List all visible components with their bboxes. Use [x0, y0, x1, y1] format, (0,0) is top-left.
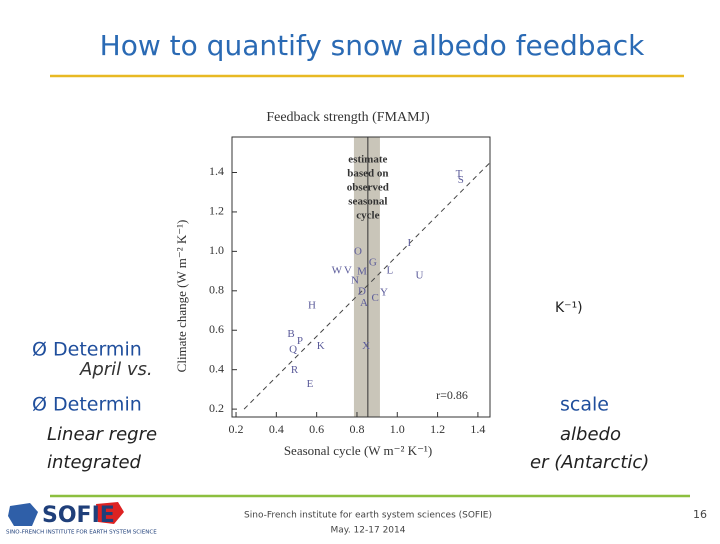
point: T [456, 168, 463, 180]
point: L [386, 265, 393, 277]
point: X [362, 340, 370, 352]
point: S [458, 174, 464, 186]
point: D [358, 285, 366, 297]
slide-title: How to quantify snow albedo feedback [100, 29, 645, 62]
point: E [307, 378, 314, 390]
x-tick-label: 1.4 [470, 422, 485, 436]
body-fragment: Linear regre [47, 424, 157, 445]
point: A [360, 297, 368, 309]
point: R [291, 364, 299, 376]
observed-band [353, 137, 380, 417]
x-tick-label: 0.6 [309, 422, 324, 436]
annotation: observed [347, 182, 389, 194]
point: V [344, 265, 352, 277]
point: I [408, 237, 412, 249]
r-label: r=0.86 [436, 388, 468, 402]
body-fragment: integrated [47, 452, 142, 473]
point: O [354, 245, 362, 257]
annotation: estimate [348, 154, 387, 166]
point: K [317, 340, 325, 352]
point: C [371, 292, 378, 304]
y-tick-label: 1.4 [209, 164, 224, 178]
body-fragment: albedo [560, 424, 621, 445]
point: M [357, 265, 367, 277]
chart-title: Feedback strength (FMAMJ) [266, 110, 430, 125]
page-number: 16 [693, 508, 707, 521]
y-tick-label: 1.0 [209, 243, 224, 257]
point: N [351, 274, 359, 286]
point: U [415, 269, 423, 281]
x-tick-label: 0.4 [269, 422, 284, 436]
logo-text: SOFIE [42, 503, 115, 528]
logo-france [8, 503, 38, 526]
body-fragment: April vs. [79, 359, 153, 380]
annotation: cycle [356, 210, 379, 222]
chart: Feedback strength (FMAMJ) estimate based o… [174, 110, 491, 458]
point: H [308, 299, 316, 311]
y-tick-label: 0.2 [209, 401, 224, 415]
x-axis-label: Seasonal cycle (W m⁻² K⁻¹) [284, 443, 432, 458]
fit-line [243, 162, 491, 410]
x-tick-label: 0.8 [349, 422, 364, 436]
logo-tagline: SINO-FRENCH INSTITUTE FOR EARTH SYSTEM S… [6, 530, 157, 536]
chart-image [200, 100, 496, 472]
point: W [332, 265, 343, 277]
footer-date: May. 12-17 2014 [331, 526, 406, 536]
y-axis-label: Climate change (W m⁻² K⁻¹) [174, 220, 189, 373]
body-fragment: scale [560, 394, 609, 416]
point: P [297, 335, 303, 347]
point: Q [289, 343, 297, 355]
point: G [369, 257, 377, 269]
y-tick-label: 0.8 [209, 283, 224, 297]
body-fragment: Ø Determin [32, 394, 142, 416]
body-fragment: K⁻¹) [555, 300, 583, 316]
body-fragment: Ø Determin [32, 339, 142, 361]
y-tick-label: 1.2 [209, 204, 224, 218]
annotation: based on [347, 168, 388, 180]
y-tick-label: 0.4 [209, 361, 224, 375]
logo-china [96, 502, 124, 524]
plot-frame [231, 136, 491, 418]
annotation: seasonal [348, 196, 387, 208]
x-tick-label: 1.0 [390, 422, 405, 436]
x-tick-label: 1.2 [430, 422, 445, 436]
body-fragment: er (Antarctic) [530, 452, 649, 473]
y-tick-label: 0.6 [209, 322, 224, 336]
footer-institute: Sino-French institute for earth system s… [244, 511, 492, 521]
x-tick-label: 0.2 [229, 422, 244, 436]
point: B [287, 328, 294, 340]
point: Y [380, 286, 388, 298]
